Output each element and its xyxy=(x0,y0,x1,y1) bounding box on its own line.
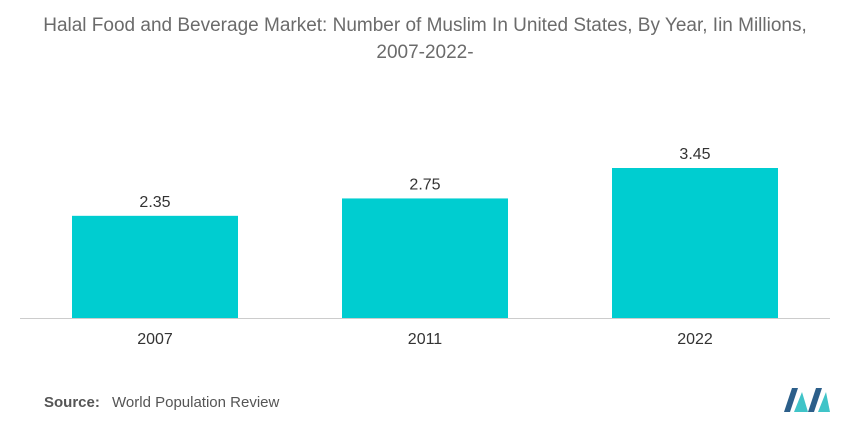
logo-left-stroke xyxy=(784,388,798,412)
data-label-2022: 3.45 xyxy=(679,146,710,163)
bar-2007 xyxy=(72,215,238,318)
mordor-logo-icon xyxy=(784,388,830,412)
logo-middle-stroke xyxy=(794,392,808,412)
source-label: Source: xyxy=(44,394,100,411)
bar-2022 xyxy=(612,168,778,318)
chart-title-line-1: Halal Food and Beverage Market: Number o… xyxy=(43,15,807,36)
logo-right-stroke-b xyxy=(818,392,830,412)
chart-title: Halal Food and Beverage Market: Number o… xyxy=(0,12,850,66)
bar-2011 xyxy=(342,198,508,318)
x-tick-label-2022: 2022 xyxy=(677,331,713,348)
source-note: Source: World Population Review xyxy=(44,394,279,411)
source-text: World Population Review xyxy=(112,394,280,411)
x-tick-label-2011: 2011 xyxy=(408,331,443,348)
logo-right-stroke-a xyxy=(808,388,822,412)
chart-title-line-2: 2007-2022- xyxy=(376,42,474,63)
data-label-2011: 2.75 xyxy=(409,176,440,193)
x-tick-label-2007: 2007 xyxy=(137,331,173,348)
data-label-2007: 2.35 xyxy=(139,194,170,211)
